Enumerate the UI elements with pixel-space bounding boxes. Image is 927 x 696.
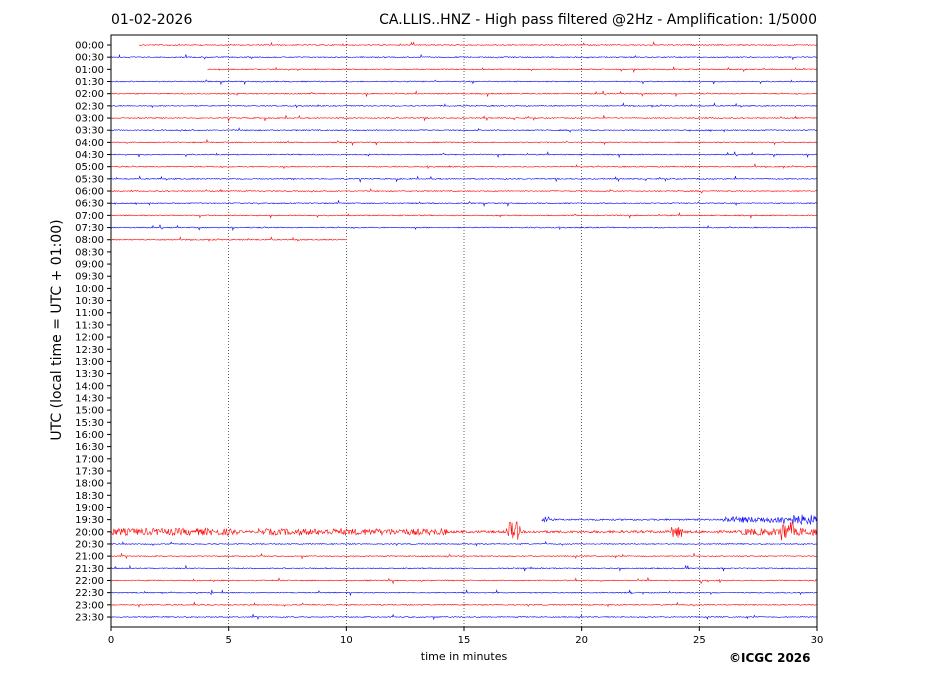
y-tick-label-16:00: 16:00 [75,430,104,441]
trace-00:30 [110,53,817,61]
trace-19:30 [541,514,818,525]
y-tick-label-06:00: 06:00 [75,187,104,198]
y-tick-label-09:30: 09:30 [75,272,104,283]
y-tick-label-05:00: 05:00 [75,162,104,173]
trace-07:00 [110,212,817,219]
y-tick-label-19:00: 19:00 [75,503,104,514]
y-tick-label-11:30: 11:30 [75,320,104,331]
x-tick-label-25: 25 [693,635,706,646]
y-tick-label-04:30: 04:30 [75,150,104,161]
y-tick-label-07:00: 07:00 [75,211,104,222]
trace-07:30 [110,224,817,232]
y-tick-label-12:00: 12:00 [75,333,104,344]
trace-05:00 [110,163,817,170]
x-axis-label: time in minutes [420,650,508,663]
trace-03:00 [110,114,817,123]
trace-00:00 [138,40,817,47]
y-tick-label-17:00: 17:00 [75,454,104,465]
y-tick-label-15:00: 15:00 [75,406,104,417]
y-tick-label-23:30: 23:30 [75,612,104,623]
y-tick-label-22:30: 22:30 [75,588,104,599]
y-tick-label-23:00: 23:00 [75,600,104,611]
x-tick-label-15: 15 [458,635,471,646]
y-tick-label-11:00: 11:00 [75,308,104,319]
y-tick-label-12:30: 12:30 [75,345,104,356]
trace-08:00 [110,236,347,242]
trace-21:30 [110,564,817,572]
copyright-label: ©ICGC 2026 [729,651,811,665]
y-tick-label-13:00: 13:00 [75,357,104,368]
y-tick-label-00:00: 00:00 [75,41,104,52]
trace-01:00 [207,66,817,74]
x-tick-label-20: 20 [575,635,588,646]
y-tick-label-13:30: 13:30 [75,369,104,380]
trace-02:30 [110,102,817,109]
x-tick-label-10: 10 [340,635,353,646]
trace-01:30 [110,79,817,86]
trace-23:30 [110,613,817,621]
y-tick-label-15:30: 15:30 [75,418,104,429]
trace-06:00 [110,188,817,194]
y-tick-label-14:00: 14:00 [75,381,104,392]
y-tick-label-03:00: 03:00 [75,114,104,125]
y-tick-label-01:00: 01:00 [75,65,104,76]
y-tick-label-02:30: 02:30 [75,101,104,112]
x-tick-label-5: 5 [225,635,231,646]
x-tick-label-30: 30 [811,635,824,646]
y-tick-label-09:00: 09:00 [75,260,104,271]
trace-05:30 [110,175,817,183]
y-tick-label-22:00: 22:00 [75,576,104,587]
trace-03:30 [110,127,817,133]
y-tick-label-18:00: 18:00 [75,479,104,490]
y-tick-label-20:30: 20:30 [75,539,104,550]
trace-22:30 [111,589,817,597]
y-tick-label-16:30: 16:30 [75,442,104,453]
y-tick-label-18:30: 18:30 [75,491,104,502]
y-tick-label-00:30: 00:30 [75,53,104,64]
date-label: 01-02-2026 [111,12,193,28]
y-tick-label-17:30: 17:30 [75,466,104,477]
trace-20:00 [110,521,817,541]
trace-04:30 [110,151,817,159]
y-tick-label-10:30: 10:30 [75,296,104,307]
plot-frame [110,34,818,628]
y-tick-label-21:30: 21:30 [75,564,104,575]
trace-04:00 [110,139,817,147]
trace-21:00 [110,552,817,560]
y-tick-label-08:00: 08:00 [75,235,104,246]
chart-title: CA.LLIS..HNZ - High pass filtered @2Hz -… [379,12,817,28]
y-tick-label-02:00: 02:00 [75,89,104,100]
y-tick-label-03:30: 03:30 [75,126,104,137]
y-tick-label-19:30: 19:30 [75,515,104,526]
trace-02:00 [110,90,817,98]
y-tick-label-21:00: 21:00 [75,552,104,563]
y-tick-label-10:00: 10:00 [75,284,104,295]
trace-22:00 [110,577,817,585]
trace-23:00 [110,601,817,608]
x-tick-label-0: 0 [108,635,114,646]
y-tick-label-05:30: 05:30 [75,174,104,185]
trace-06:30 [110,200,817,207]
y-tick-label-14:30: 14:30 [75,393,104,404]
y-tick-label-04:00: 04:00 [75,138,104,149]
y-tick-label-06:30: 06:30 [75,199,104,210]
trace-20:30 [110,540,817,547]
y-tick-label-07:30: 07:30 [75,223,104,234]
y-tick-label-08:30: 08:30 [75,247,104,258]
y-tick-label-01:30: 01:30 [75,77,104,88]
y-tick-label-20:00: 20:00 [75,527,104,538]
